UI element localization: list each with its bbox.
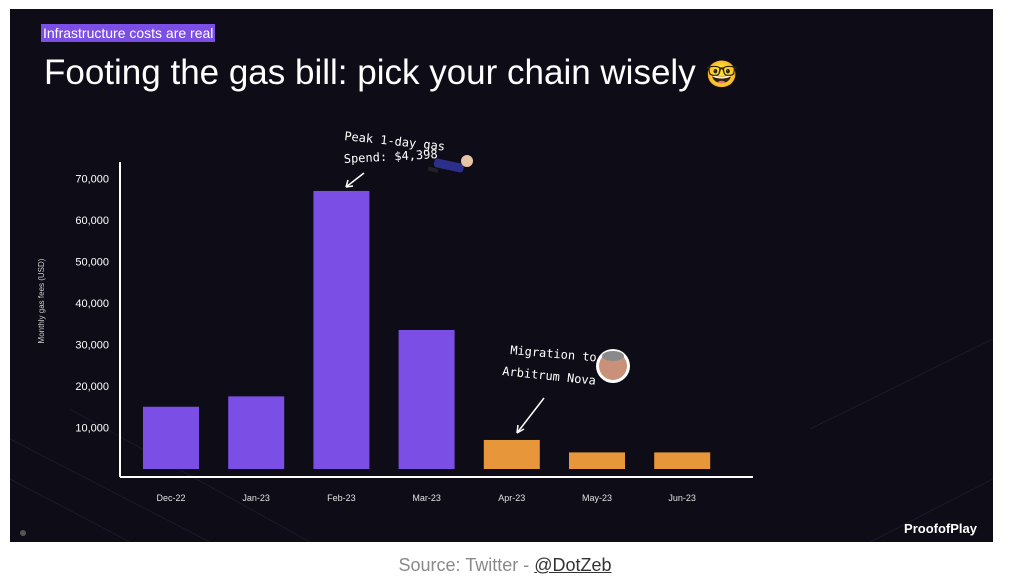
y-tick-label: 60,000 — [75, 215, 109, 227]
bars — [143, 190, 711, 469]
source-link[interactable]: @DotZeb — [534, 555, 612, 575]
migration-annotation: Migration to Arbitrum Nova — [502, 343, 630, 434]
flying-person-icon — [427, 155, 473, 173]
title-text: Footing the gas bill: pick your chain wi… — [44, 53, 696, 92]
x-tick-label: May-23 — [582, 493, 612, 503]
x-tick-labels: Dec-22 Jan-23 Feb-23 Mar-23 Apr-23 May-23 Jun-… — [156, 493, 695, 503]
bar-jun-23 — [654, 452, 711, 469]
peak-annotation: Peak 1-day gas Spend: $4,398 — [343, 129, 473, 188]
nerd-face-emoji-icon: 🤓 — [705, 59, 739, 90]
brand-logo: ProofofPlay — [904, 521, 977, 536]
slide-tag: Infrastructure costs are real — [41, 24, 216, 42]
x-tick-label: Dec-22 — [156, 493, 185, 503]
background-grid-decoration — [10, 338, 993, 542]
peak-arrow — [345, 172, 365, 188]
y-tick-label: 40,000 — [75, 298, 109, 310]
x-tick-label: Feb-23 — [327, 493, 356, 503]
migration-annotation-line2: Arbitrum Nova — [502, 364, 597, 388]
source-caption: Source: Twitter - @DotZeb — [0, 555, 1010, 576]
source-prefix: Source: Twitter - — [398, 555, 535, 575]
y-tick-label: 10,000 — [75, 423, 109, 435]
gas-fee-bar-chart: Monthly gas fees (USD) 10,000 20,000 30,00… — [10, 129, 993, 542]
y-tick-label: 20,000 — [75, 381, 109, 393]
bar-dec-22 — [143, 406, 199, 469]
bar-mar-23 — [398, 329, 455, 469]
y-tick-labels: 10,000 20,000 30,000 40,000 50,000 60,000 70,0… — [75, 174, 109, 435]
corner-dot — [20, 530, 26, 536]
y-tick-label: 70,000 — [75, 174, 109, 186]
slide-title: Footing the gas bill: pick your chain wi… — [44, 53, 738, 93]
bar-apr-23 — [483, 439, 540, 469]
bar-jan-23 — [228, 396, 285, 469]
x-tick-label: Jun-23 — [668, 493, 696, 503]
slide: Infrastructure costs are real Footing th… — [10, 9, 993, 542]
bar-feb-23 — [313, 190, 370, 469]
y-tick-label: 50,000 — [75, 257, 109, 269]
y-tick-label: 30,000 — [75, 340, 109, 352]
migration-arrow — [516, 397, 545, 434]
x-tick-label: Jan-23 — [242, 493, 270, 503]
bar-may-23 — [569, 452, 625, 469]
y-axis-label: Monthly gas fees (USD) — [37, 258, 46, 343]
migration-annotation-line1: Migration to — [510, 343, 598, 365]
x-tick-label: Mar-23 — [412, 493, 441, 503]
peak-annotation-line2: Spend: $4,398 — [343, 147, 438, 166]
avatar-portrait-icon — [596, 349, 630, 383]
x-tick-label: Apr-23 — [498, 493, 525, 503]
